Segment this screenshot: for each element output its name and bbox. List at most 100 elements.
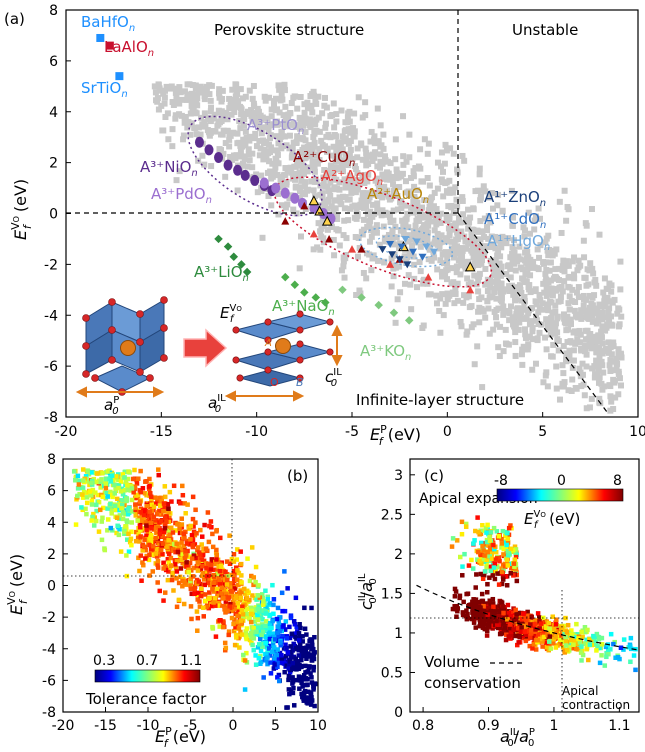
background-point bbox=[333, 197, 340, 204]
tolerance-point bbox=[236, 604, 241, 609]
ratio-point bbox=[459, 531, 465, 537]
tolerance-point bbox=[178, 500, 183, 506]
tolerance-point bbox=[207, 578, 212, 583]
ratio-point bbox=[591, 633, 596, 639]
background-point bbox=[511, 260, 518, 267]
background-point bbox=[475, 277, 482, 284]
background-point bbox=[459, 197, 466, 204]
background-point bbox=[506, 288, 513, 295]
background-point bbox=[560, 382, 567, 389]
ratio-point bbox=[599, 642, 605, 647]
background-point bbox=[391, 251, 398, 258]
tolerance-point bbox=[230, 585, 235, 590]
background-point bbox=[411, 183, 418, 190]
tolerance-point bbox=[125, 507, 131, 512]
background-point bbox=[237, 152, 244, 159]
background-point bbox=[575, 257, 582, 264]
background-point bbox=[274, 171, 281, 178]
background-point bbox=[414, 284, 421, 291]
point-a3-nio bbox=[194, 136, 204, 148]
tolerance-point bbox=[143, 556, 148, 561]
tolerance-point bbox=[140, 486, 146, 491]
background-point bbox=[155, 106, 162, 113]
ratio-point bbox=[628, 635, 634, 641]
point-a3-lio bbox=[229, 252, 239, 261]
ratio-point bbox=[631, 653, 637, 658]
background-point bbox=[474, 245, 481, 252]
ratio-point bbox=[485, 612, 491, 617]
tolerance-point bbox=[249, 608, 254, 614]
ratio-point bbox=[457, 595, 462, 601]
tolerance-point bbox=[263, 619, 269, 624]
tolerance-point bbox=[223, 591, 229, 596]
tolerance-point bbox=[300, 639, 305, 644]
background-point bbox=[451, 300, 458, 307]
tolerance-point bbox=[182, 501, 187, 506]
background-point bbox=[226, 143, 233, 150]
tolerance-point bbox=[124, 482, 130, 488]
background-point bbox=[500, 235, 507, 242]
label-a3nao: A³⁺NaOn bbox=[272, 297, 335, 318]
background-point bbox=[316, 157, 323, 164]
x-tick-labels: -20 -15 -10 -5 0 5 10 bbox=[55, 412, 645, 440]
ratio-point bbox=[487, 554, 492, 559]
ratio-point bbox=[522, 624, 527, 629]
background-point bbox=[465, 258, 472, 265]
background-point bbox=[580, 292, 587, 299]
background-point bbox=[302, 115, 309, 122]
background-point bbox=[406, 251, 413, 258]
tolerance-point bbox=[200, 534, 205, 539]
tolerance-point bbox=[290, 675, 295, 681]
background-point bbox=[226, 95, 233, 102]
background-point bbox=[215, 121, 222, 128]
background-point bbox=[526, 282, 533, 289]
background-point bbox=[461, 292, 468, 299]
background-point bbox=[223, 109, 230, 116]
tolerance-point bbox=[166, 560, 171, 565]
ratio-point bbox=[508, 629, 514, 635]
ratio-point bbox=[527, 634, 533, 640]
background-point bbox=[284, 114, 291, 121]
background-point bbox=[390, 273, 397, 280]
background-point bbox=[431, 189, 438, 196]
background-point bbox=[493, 295, 500, 302]
tolerance-point bbox=[125, 537, 130, 542]
tolerance-point bbox=[255, 625, 261, 630]
point-a3-nio bbox=[214, 152, 224, 164]
y-tick-label-b: 0 bbox=[47, 579, 56, 595]
tolerance-point bbox=[272, 637, 278, 642]
background-point bbox=[237, 147, 244, 154]
tolerance-point bbox=[166, 551, 172, 557]
background-point bbox=[527, 305, 534, 312]
ratio-point bbox=[551, 636, 557, 642]
background-point bbox=[561, 187, 568, 194]
ratio-point bbox=[553, 645, 559, 650]
background-point bbox=[384, 176, 391, 183]
background-point bbox=[292, 176, 299, 183]
ratio-point bbox=[480, 576, 486, 581]
tolerance-point bbox=[305, 695, 311, 700]
background-point bbox=[338, 107, 345, 114]
tolerance-point bbox=[150, 569, 156, 574]
tolerance-point bbox=[227, 580, 233, 586]
background-point bbox=[381, 238, 388, 245]
ratio-point bbox=[541, 634, 547, 640]
background-point bbox=[208, 115, 215, 122]
tolerance-point bbox=[267, 600, 273, 606]
background-point bbox=[310, 246, 317, 253]
ratio-point bbox=[527, 643, 532, 649]
tolerance-point bbox=[259, 624, 264, 629]
tolerance-point bbox=[205, 561, 211, 567]
background-point bbox=[333, 176, 340, 183]
tolerance-point bbox=[117, 527, 122, 532]
background-point bbox=[246, 110, 253, 117]
background-point bbox=[228, 111, 235, 118]
tolerance-point bbox=[260, 595, 265, 601]
background-point bbox=[372, 177, 379, 184]
tolerance-point bbox=[133, 495, 138, 501]
background-point bbox=[212, 128, 219, 135]
background-point bbox=[376, 189, 383, 196]
tolerance-point bbox=[137, 515, 142, 520]
tolerance-point bbox=[191, 529, 197, 535]
background-point bbox=[559, 362, 566, 369]
